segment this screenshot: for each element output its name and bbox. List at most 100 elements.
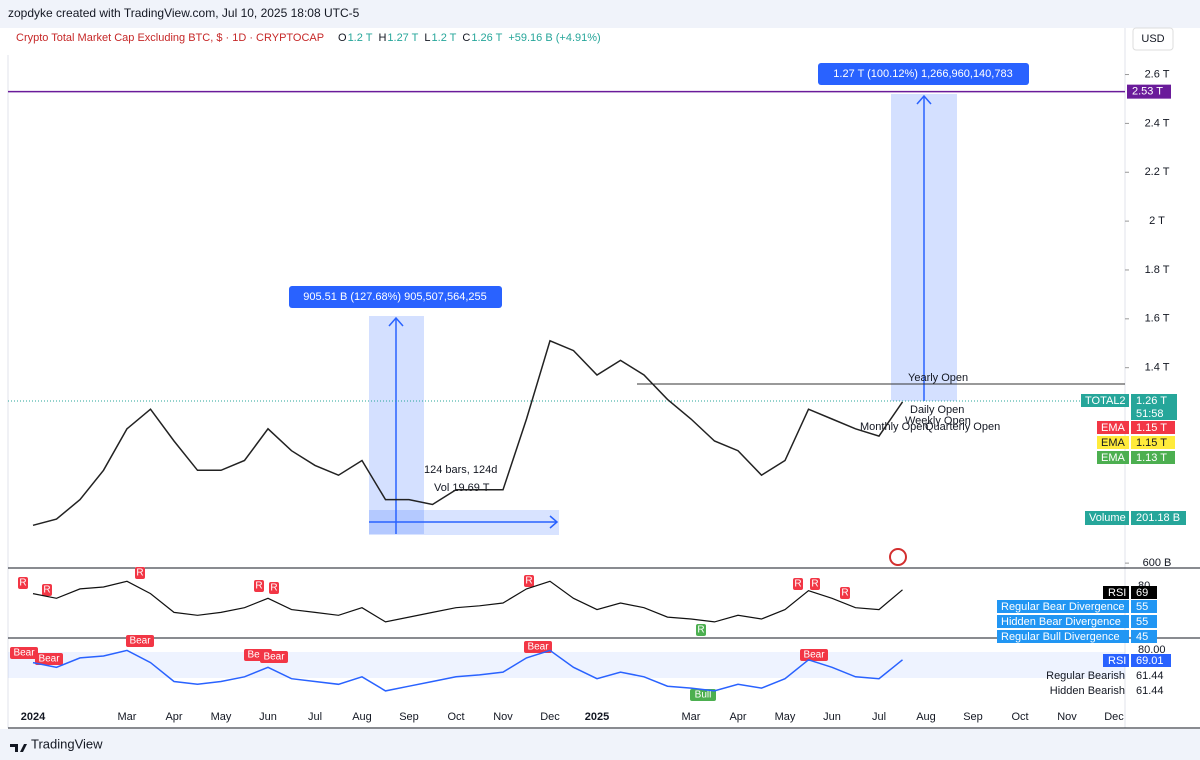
tag-label: Hidden Bear Divergence <box>1001 616 1121 628</box>
rsi-band <box>8 652 1125 678</box>
tag-box <box>1097 421 1129 434</box>
tag-box <box>1131 421 1175 434</box>
tag-value: 1.15 T <box>1136 422 1167 434</box>
x-tick-label: 2024 <box>21 711 46 723</box>
signal-box <box>135 567 145 579</box>
level-label: Daily Open <box>910 404 964 416</box>
signal-box <box>800 649 828 661</box>
y-tick-label: 2 T <box>1149 215 1165 227</box>
signal-box <box>524 641 552 653</box>
event-icon[interactable] <box>889 548 907 566</box>
x-tick-label: Jun <box>259 711 277 723</box>
tag-box <box>1131 511 1186 525</box>
x-tick-label: 2025 <box>585 711 609 723</box>
signal-label: R <box>811 579 818 590</box>
tag-label: RSI <box>1108 655 1126 667</box>
tag-value: 55 <box>1136 601 1148 613</box>
signal-box <box>254 580 264 592</box>
legend-value: 61.44 <box>1136 685 1164 697</box>
x-tick-label: Oct <box>447 711 464 723</box>
level-label: Weekly Open <box>905 415 971 427</box>
measure-label: 1.27 T (100.12%) 1,266,960,140,783 <box>833 68 1012 80</box>
tag-box <box>1131 630 1157 643</box>
signal-label: Bull <box>695 690 712 701</box>
signal-label: Bear <box>247 650 269 661</box>
measure-label-box <box>289 286 502 308</box>
y-tick-label: 1.4 T <box>1145 362 1170 374</box>
footer-bar <box>0 729 1200 760</box>
currency[interactable]: USD <box>1141 33 1164 45</box>
tag-box <box>1085 511 1129 525</box>
tag-value: 69.01 <box>1136 655 1164 667</box>
range-label: Vol 19.69 T <box>434 482 490 494</box>
tag-label: EMA <box>1101 422 1126 434</box>
signal-box <box>18 577 28 589</box>
y-tick-label: 2.6 T <box>1145 68 1170 80</box>
tag-box <box>1097 436 1129 449</box>
y-tick-label: 600 B <box>1143 557 1172 569</box>
x-tick-label: Mar <box>118 711 137 723</box>
signal-label: R <box>43 585 50 596</box>
x-tick-label: Dec <box>540 711 560 723</box>
tag-box <box>1097 451 1129 464</box>
level-tag: 2.53 T <box>1132 86 1163 98</box>
tag-box <box>997 615 1129 628</box>
signal-label: R <box>525 576 532 587</box>
symbol: Crypto Total Market Cap Excluding BTC, $… <box>16 32 324 44</box>
x-tick-label: May <box>775 711 796 723</box>
tag-label: RSI <box>1108 587 1126 599</box>
y-tick-label: 2.4 T <box>1145 117 1170 129</box>
signal-box <box>35 653 63 665</box>
signal-box <box>260 651 288 663</box>
signal-label: R <box>136 568 143 579</box>
ohlc-key: L <box>424 32 430 44</box>
tag-box <box>1131 586 1157 599</box>
currency-button[interactable] <box>1132 27 1174 51</box>
tag-box <box>1131 436 1175 449</box>
tag-box <box>997 630 1129 643</box>
measure-arrowhead <box>388 316 404 327</box>
tag-box <box>1131 654 1171 667</box>
x-tick-label: Dec <box>1104 711 1124 723</box>
rsi2-line <box>32 649 903 692</box>
signal-label: R <box>19 578 26 589</box>
tag-value: 1.13 T <box>1136 452 1167 464</box>
tag-label: TOTAL2 <box>1085 395 1126 407</box>
tag-value: 1.26 T <box>1136 395 1167 407</box>
signal-label: Bear <box>13 648 35 659</box>
ohlc: O 1.2 T H 1.27 T L 1.2 T C 1.26 T +59.16 B (+4.9… <box>338 32 601 44</box>
legend-value: 61.44 <box>1136 670 1164 682</box>
ohlc-key: C <box>462 32 470 44</box>
tag-value: 45 <box>1136 631 1148 643</box>
range-arrowhead <box>549 515 559 529</box>
x-tick-label: Sep <box>399 711 419 723</box>
x-tick-label: May <box>211 711 232 723</box>
x-tick-label: Aug <box>916 711 936 723</box>
brand: TradingView <box>31 736 103 751</box>
credit: zopdyke created with TradingView.com, Ju… <box>8 6 360 20</box>
signal-label: Bear <box>129 636 151 647</box>
signal-box <box>696 624 706 636</box>
tag-value: 69 <box>1136 587 1148 599</box>
tag-value: 201.18 B <box>1136 512 1180 524</box>
legend-label: Hidden Bearish <box>1050 685 1125 697</box>
signal-box <box>690 689 716 701</box>
ohlc-value: 1.2 T <box>432 32 457 44</box>
tag-box <box>1131 615 1157 628</box>
tag-box <box>1131 451 1175 464</box>
signal-label: Bear <box>263 652 285 663</box>
rsi2-rows: Regular Bearish 61.44 Hidden Bearish 61.44 <box>1046 670 1163 697</box>
signal-box <box>42 584 52 596</box>
measure-arrowhead <box>916 94 932 105</box>
top-bar <box>0 0 1200 28</box>
divergence-tags: Regular Bear Divergence 55 Hidden Bear Div… <box>997 600 1157 643</box>
signal-label: R <box>270 583 277 594</box>
x-tick-label: Jul <box>308 711 322 723</box>
tag-box <box>1103 586 1129 599</box>
y-tick-label: 2.2 T <box>1145 166 1170 178</box>
tag-box <box>1081 394 1129 407</box>
tag-label: Regular Bear Divergence <box>1001 601 1125 613</box>
tag-box <box>997 600 1129 613</box>
signal-box <box>269 582 279 594</box>
